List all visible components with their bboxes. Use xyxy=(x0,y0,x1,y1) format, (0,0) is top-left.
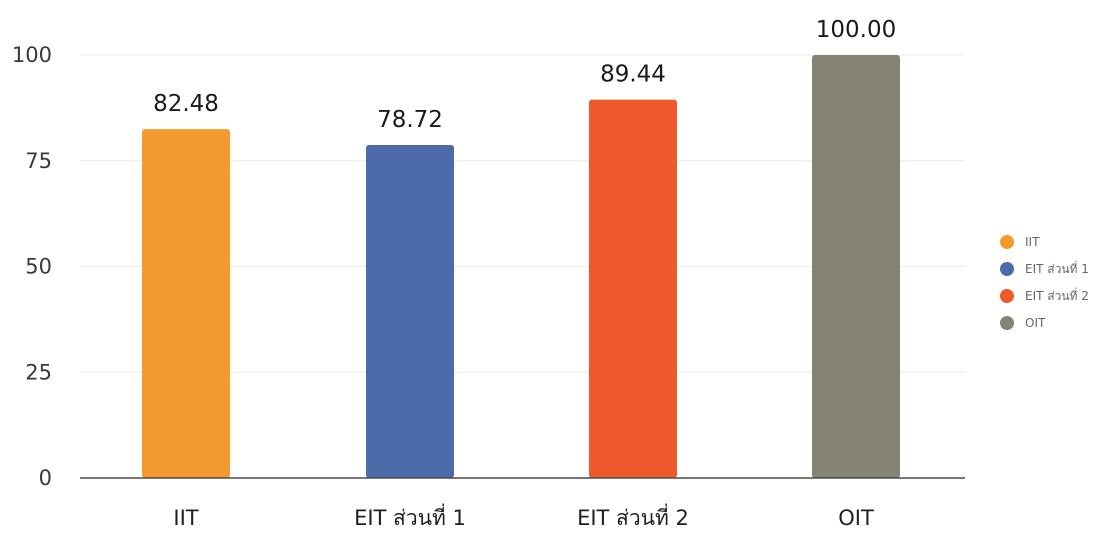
legend-swatch xyxy=(1000,316,1014,330)
axes: 0 25 50 75 100 IIT EIT ส่วนที่ 1 EIT ส่วนที่ 2 O… xyxy=(12,43,965,530)
legend-entry-label: OIT xyxy=(1025,316,1046,330)
legend-swatch xyxy=(1000,289,1014,303)
y-tick-label: 50 xyxy=(25,255,52,279)
x-category-label: EIT ส่วนที่ 1 xyxy=(354,503,466,530)
x-category-label: OIT xyxy=(838,506,874,530)
legend: IIT EIT ส่วนที่ 1 EIT ส่วนที่ 2 OIT xyxy=(1000,235,1089,330)
x-category-label: IIT xyxy=(173,506,198,530)
data-labels: 82.48 78.72 89.44 100.00 xyxy=(153,17,896,133)
bar-value-label: 89.44 xyxy=(600,62,666,88)
bar-value-label: 82.48 xyxy=(153,91,219,117)
legend-entry-label: EIT ส่วนที่ 1 xyxy=(1025,260,1089,276)
legend-swatch xyxy=(1000,235,1014,249)
bar xyxy=(589,99,677,479)
bars xyxy=(142,55,900,479)
y-tick-label: 25 xyxy=(25,360,52,384)
legend-entry-label: IIT xyxy=(1025,235,1040,249)
y-tick-label: 100 xyxy=(12,43,52,67)
legend-entry-label: EIT ส่วนที่ 2 xyxy=(1025,287,1089,303)
x-category-label: EIT ส่วนที่ 2 xyxy=(577,503,689,530)
bar xyxy=(812,55,900,478)
legend-swatch xyxy=(1000,262,1014,276)
bar-value-label: 78.72 xyxy=(377,107,443,133)
y-tick-label: 75 xyxy=(25,149,52,173)
bar xyxy=(366,145,454,478)
bar-value-label: 100.00 xyxy=(816,17,896,43)
bar xyxy=(142,129,230,478)
y-tick-label: 0 xyxy=(39,466,52,490)
